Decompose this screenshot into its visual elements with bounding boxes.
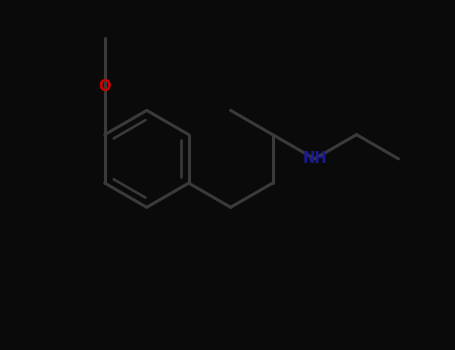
Text: O: O: [99, 79, 111, 94]
Text: NH: NH: [302, 151, 327, 166]
